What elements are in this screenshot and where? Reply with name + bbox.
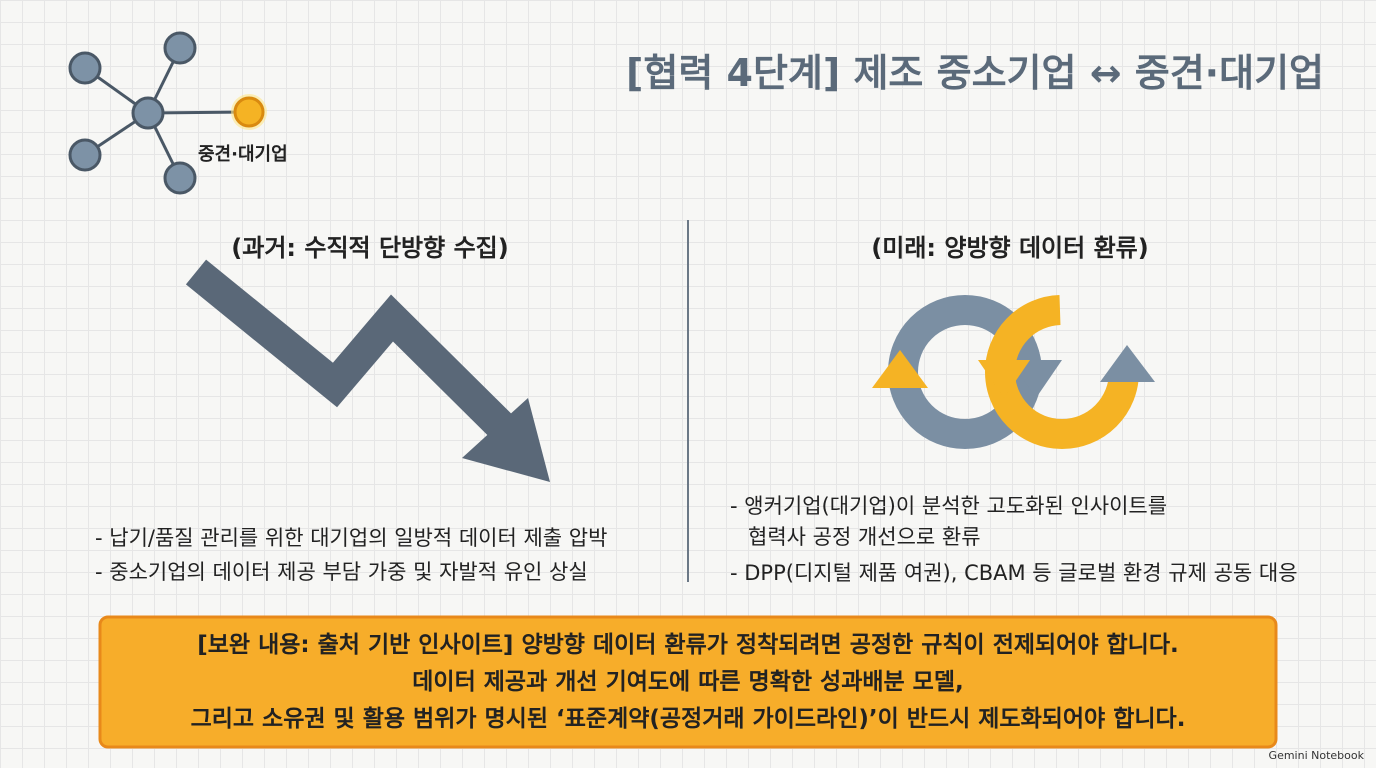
down-arrow bbox=[185, 259, 550, 482]
node bbox=[68, 51, 102, 85]
network-icon bbox=[68, 31, 267, 195]
watermark: Gemini Notebook bbox=[1268, 749, 1364, 762]
arrow-head bbox=[872, 350, 928, 388]
arrow-head bbox=[978, 360, 1030, 398]
callout-line: [보완 내용: 출처 기반 인사이트] 양방향 데이터 환류가 정착되려면 공정… bbox=[197, 631, 1179, 658]
future-bullet: - DPP(디지털 제품 여권), CBAM 등 글로벌 환경 규제 공동 대응 bbox=[730, 561, 1298, 585]
node bbox=[163, 31, 197, 65]
callout-box bbox=[98, 615, 1278, 749]
callout: [보완 내용: 출처 기반 인사이트] 양방향 데이터 환류가 정착되려면 공정… bbox=[100, 617, 1276, 747]
callout-line: 그리고 소유권 및 활용 범위가 명시된 ‘표준계약(공정거래 가이드라인)’이… bbox=[190, 705, 1186, 732]
arrow-head bbox=[462, 398, 550, 482]
arrow-head bbox=[1100, 345, 1155, 382]
cycle-icon bbox=[872, 295, 1155, 449]
node bbox=[131, 96, 165, 130]
node bbox=[163, 161, 197, 195]
past-bullet: - 중소기업의 데이터 제공 부담 가중 및 자발적 유인 상실 bbox=[95, 560, 588, 584]
node bbox=[68, 138, 102, 172]
title: [협력 4단계] 제조 중소기업 ↔ 중견·대기업 bbox=[626, 51, 1324, 95]
future-heading: (미래: 양방향 데이터 환류) bbox=[871, 234, 1149, 262]
past-heading: (과거: 수직적 단방향 수집) bbox=[231, 234, 509, 262]
node-highlight bbox=[233, 96, 265, 128]
network-label: 중견·대기업 bbox=[198, 144, 288, 165]
callout-line: 데이터 제공과 개선 기여도에 따른 명확한 성과배분 모델, bbox=[412, 668, 964, 695]
arrow-body bbox=[185, 259, 512, 437]
future-bullet: - 앵커기업(대기업)이 분석한 고도화된 인사이트를 bbox=[730, 494, 1168, 518]
past-bullet: - 납기/품질 관리를 위한 대기업의 일방적 데이터 제출 압박 bbox=[95, 526, 608, 550]
future-bullet: 협력사 공정 개선으로 환류 bbox=[748, 525, 981, 549]
